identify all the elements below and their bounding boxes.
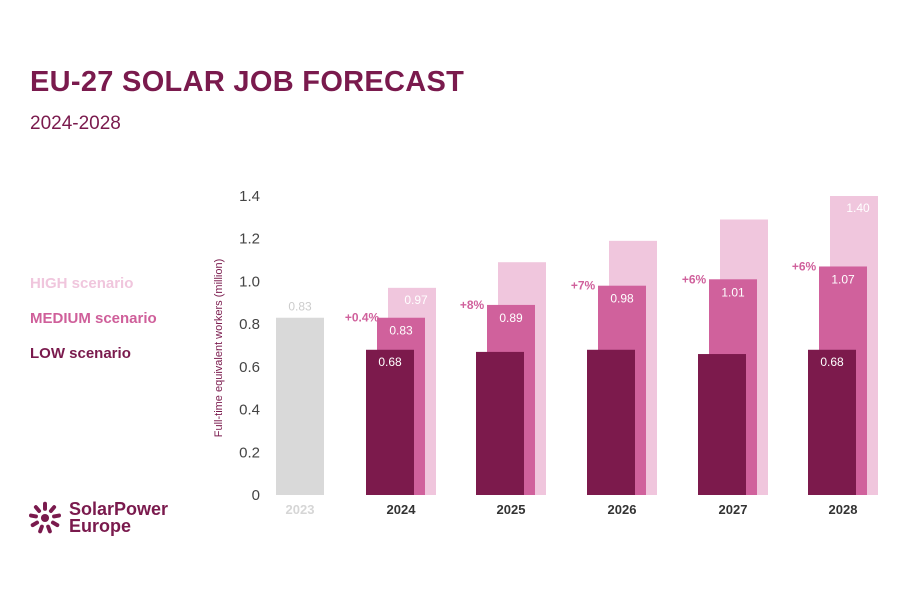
bar-low-2025 [476, 351, 524, 495]
growth-label-2025: +8% [460, 298, 485, 312]
growth-label-2028: +6% [792, 259, 817, 273]
bar-2023-baseline [276, 317, 324, 495]
data-label-medium-2028: 1.07 [831, 272, 855, 286]
y-tick-label: 1.2 [239, 231, 260, 248]
x-tick-label-2026: 2026 [608, 502, 637, 517]
data-label-medium-2025: 0.89 [499, 311, 523, 325]
x-tick-label-2023: 2023 [286, 502, 315, 517]
page-title: EU-27 SOLAR JOB FORECAST [30, 66, 465, 98]
legend-item-low: LOW scenario [30, 345, 131, 362]
y-tick-label: 0.2 [239, 444, 260, 461]
y-tick-label: 0.6 [239, 359, 260, 376]
growth-label-2027: +6% [682, 272, 707, 286]
x-tick-label-2028: 2028 [829, 502, 858, 517]
y-axis-label: Full-time equivalent workers (million) [213, 259, 225, 438]
x-tick-label-2027: 2027 [719, 502, 748, 517]
brand-name-line2: Europe [69, 516, 132, 536]
x-tick-label-2025: 2025 [497, 502, 526, 517]
legend-item-high: HIGH scenario [30, 275, 134, 292]
x-tick-label-2024: 2024 [387, 502, 417, 517]
data-label-medium-2027: 1.01 [721, 285, 745, 299]
bar-2023-label: 0.83 [288, 300, 312, 314]
bar-low-2028 [808, 349, 856, 495]
brand-name-line1: SolarPower [69, 499, 169, 519]
y-tick-label: 0 [252, 487, 260, 504]
y-tick-label: 0.8 [239, 316, 260, 333]
data-label-high-2028: 1.40 [846, 201, 870, 215]
growth-label-2024: +0.4% [345, 311, 380, 325]
data-label-low-2024: 0.68 [378, 355, 402, 369]
bar-low-2024 [366, 349, 414, 495]
data-label-low-2028: 0.68 [820, 355, 844, 369]
page-subtitle: 2024-2028 [30, 113, 121, 134]
sun-icon [29, 501, 61, 534]
data-label-high-2024: 0.97 [404, 293, 428, 307]
solarpower-europe-logo: SolarPower Europe [27, 500, 168, 536]
bar-low-2026 [587, 349, 635, 495]
growth-label-2026: +7% [571, 279, 596, 293]
bar-low-2027 [698, 354, 746, 495]
data-label-medium-2026: 0.98 [610, 292, 634, 306]
y-tick-label: 1.4 [239, 188, 260, 205]
legend-item-medium: MEDIUM scenario [30, 310, 157, 327]
chart-legend: HIGH scenario MEDIUM scenario LOW scenar… [30, 274, 230, 379]
y-tick-label: 1.0 [239, 273, 260, 290]
data-label-medium-2024: 0.83 [389, 324, 413, 338]
y-tick-label: 0.4 [239, 402, 260, 419]
